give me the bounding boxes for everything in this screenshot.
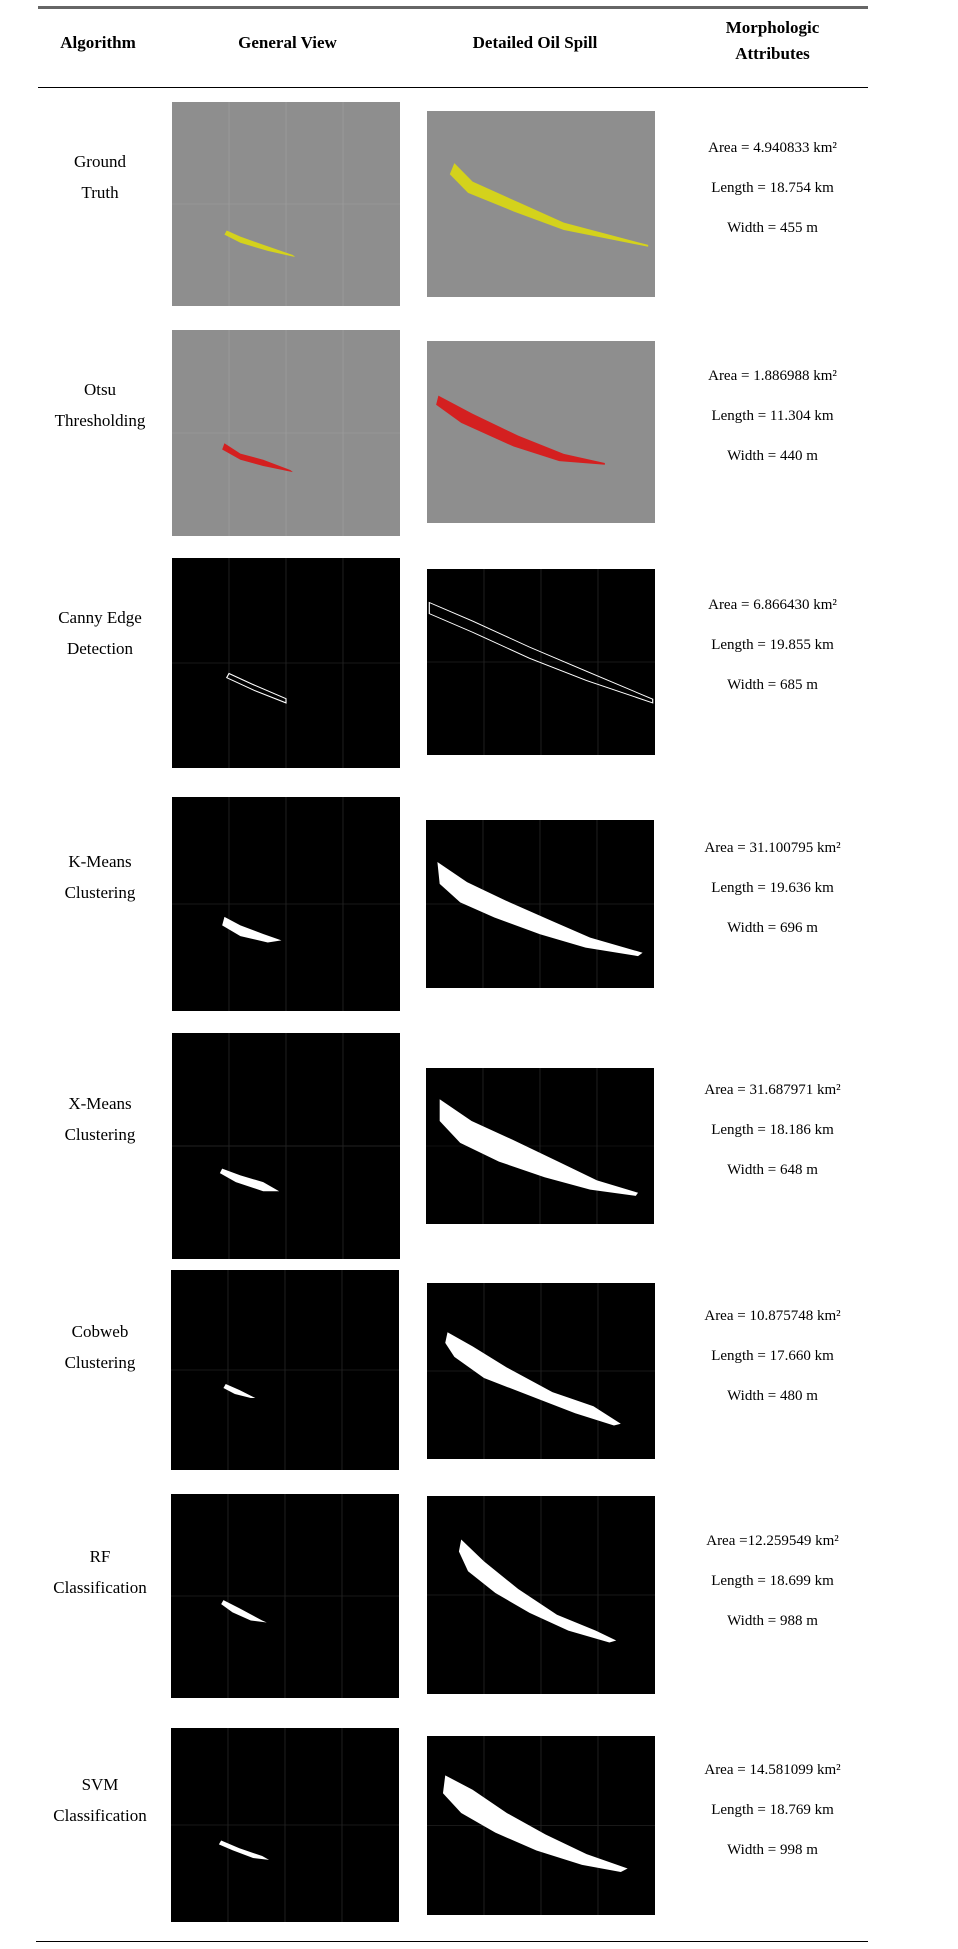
detailed-oil-spill-image [427, 569, 655, 755]
area-value: Area = 14.581099 km² [704, 1762, 841, 1778]
area-value: Area = 10.875748 km² [704, 1308, 841, 1324]
oil-spill-shape [437, 862, 643, 957]
morphologic-attributes: Area = 6.866430 km² Length = 19.855 km Wid… [680, 597, 865, 697]
detailed-oil-spill-image [427, 1283, 655, 1459]
table-top-rule [38, 6, 868, 9]
oil-spill-shape [219, 1168, 280, 1192]
algorithm-name: Ground Truth [20, 146, 180, 208]
general-view-image [171, 1494, 399, 1698]
length-value: Length = 19.636 km [711, 880, 834, 896]
header-detailed-oil-spill: Detailed Oil Spill [472, 33, 598, 52]
morphologic-attributes: Area = 1.886988 km² Length = 11.304 km Wid… [680, 368, 865, 468]
oil-spill-shape [439, 1099, 639, 1196]
area-value: Area =12.259549 km² [706, 1533, 839, 1549]
oil-spill-shape [221, 1600, 267, 1623]
width-value: Width = 440 m [727, 448, 818, 464]
detailed-oil-spill-image [427, 1736, 655, 1915]
length-value: Length = 18.769 km [711, 1802, 834, 1818]
general-view-image [172, 1033, 400, 1259]
algorithm-name-line2: Clustering [64, 1125, 136, 1144]
oil-spill-shape [218, 1840, 270, 1860]
algorithm-name-line1: Otsu [83, 380, 117, 399]
detailed-oil-spill-image [427, 111, 655, 297]
algorithm-name-line2: Detection [66, 639, 134, 658]
algorithm-name-line1: X-Means [68, 1094, 132, 1113]
area-value: Area = 1.886988 km² [708, 368, 837, 384]
header-morph-line1: Morphologic [725, 18, 820, 37]
width-value: Width = 648 m [727, 1162, 818, 1178]
algorithm-name: K-Means Clustering [20, 846, 180, 908]
length-value: Length = 18.754 km [711, 180, 834, 196]
oil-spill-shape [222, 916, 282, 943]
morphologic-attributes: Area = 10.875748 km² Length = 17.660 km Wi… [680, 1308, 865, 1408]
morphologic-attributes: Area =12.259549 km² Length = 18.699 km Wid… [680, 1533, 865, 1633]
area-value: Area = 6.866430 km² [708, 597, 837, 613]
width-value: Width = 988 m [727, 1613, 818, 1629]
width-value: Width = 455 m [727, 220, 818, 236]
algorithm-name-line2: Clustering [64, 883, 136, 902]
detailed-oil-spill-image [427, 1496, 655, 1694]
width-value: Width = 998 m [727, 1842, 818, 1858]
general-view-image [171, 1728, 399, 1922]
morphologic-attributes: Area = 4.940833 km² Length = 18.754 km Wid… [680, 140, 865, 240]
detailed-oil-spill-image [426, 1068, 654, 1224]
width-value: Width = 696 m [727, 920, 818, 936]
oil-spill-shape [224, 230, 296, 258]
detailed-oil-spill-image [426, 820, 654, 988]
morphologic-attributes: Area = 14.581099 km² Length = 18.769 km Wi… [680, 1762, 865, 1862]
algorithm-name-line2: Truth [81, 183, 119, 202]
general-view-image [172, 330, 400, 536]
length-value: Length = 18.186 km [711, 1122, 834, 1138]
morphologic-attributes: Area = 31.100795 km² Length = 19.636 km Wi… [680, 840, 865, 940]
oil-spill-shape [442, 1775, 628, 1873]
morphologic-attributes: Area = 31.687971 km² Length = 18.186 km Wi… [680, 1082, 865, 1182]
algorithm-name-line2: Classification [53, 1578, 147, 1597]
general-view-image [172, 797, 400, 1011]
oil-spill-shape [445, 1332, 621, 1426]
width-value: Width = 685 m [727, 677, 818, 693]
algorithm-name: X-Means Clustering [20, 1088, 180, 1150]
detailed-oil-spill-image [427, 341, 655, 523]
area-value: Area = 4.940833 km² [708, 140, 837, 156]
header-algorithm: Algorithm [60, 33, 136, 52]
algorithm-name-line1: Cobweb [71, 1322, 129, 1341]
table-bottom-rule [36, 1941, 868, 1942]
algorithm-name-line2: Thresholding [54, 411, 146, 430]
header-morph-line2: Attributes [735, 44, 810, 63]
algorithm-name-line1: RF [89, 1547, 111, 1566]
algorithm-name-line1: SVM [81, 1775, 119, 1794]
area-value: Area = 31.100795 km² [704, 840, 841, 856]
algorithm-name-line1: Ground [74, 152, 126, 171]
general-view-image [171, 1270, 399, 1470]
header-morphologic-attributes: Morphologic Attributes [690, 15, 855, 67]
oil-spill-shape [222, 443, 293, 473]
algorithm-name-line2: Classification [53, 1806, 147, 1825]
algorithm-name: Otsu Thresholding [20, 374, 180, 436]
area-value: Area = 31.687971 km² [704, 1082, 841, 1098]
algorithm-name-line1: Canny Edge [58, 608, 142, 627]
algorithm-name: Canny Edge Detection [20, 602, 180, 664]
width-value: Width = 480 m [727, 1388, 818, 1404]
length-value: Length = 19.855 km [711, 637, 834, 653]
length-value: Length = 17.660 km [711, 1348, 834, 1364]
oil-spill-shape [428, 601, 654, 704]
algorithm-name-line2: Clustering [64, 1353, 136, 1372]
length-value: Length = 11.304 km [711, 408, 834, 424]
algorithm-name: SVM Classification [20, 1769, 180, 1831]
general-view-image [172, 102, 400, 306]
algorithm-name-line1: K-Means [68, 852, 132, 871]
length-value: Length = 18.699 km [711, 1573, 834, 1589]
algorithm-name: Cobweb Clustering [20, 1316, 180, 1378]
general-view-image [172, 558, 400, 768]
oil-spill-shape [225, 672, 287, 704]
table-header-rule [38, 87, 868, 88]
oil-spill-shape [223, 1384, 256, 1398]
header-general-view: General View [238, 33, 337, 52]
algorithm-name: RF Classification [20, 1541, 180, 1603]
